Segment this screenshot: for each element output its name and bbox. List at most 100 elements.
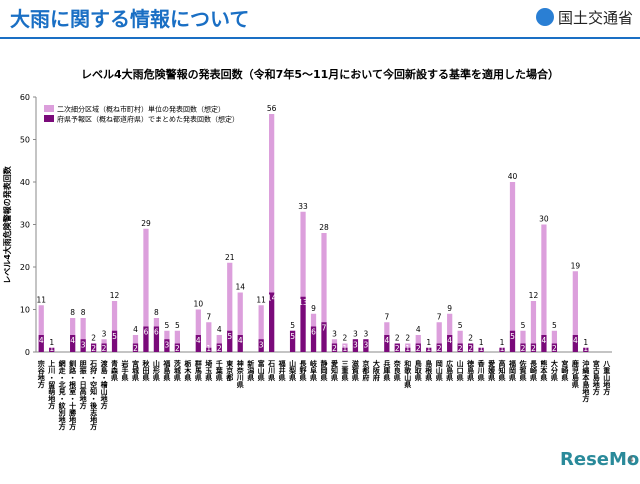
value-label-inner: 1: [206, 344, 211, 353]
x-tick-label: 宮城県: [131, 359, 139, 382]
logo-mark: [536, 8, 554, 26]
x-tick-label: 福島県: [163, 359, 172, 382]
x-tick-label: 宮古島地方: [592, 359, 600, 396]
bar-area: [541, 224, 547, 352]
bar-prefecture: [468, 343, 474, 352]
bar-prefecture: [49, 347, 55, 352]
x-tick-label: 山口県: [456, 359, 464, 382]
bar-prefecture: [352, 339, 359, 352]
bar-area: [509, 182, 516, 352]
value-label-inner: 4: [447, 336, 452, 345]
value-label-inner: 2: [468, 344, 473, 353]
y-tick-label: 40: [20, 178, 30, 187]
value-label-inner: 2: [458, 344, 463, 353]
bar-prefecture: [478, 347, 484, 352]
bar-prefecture: [541, 335, 547, 352]
bar-area: [206, 322, 212, 352]
x-tick-label: 宗谷地方: [37, 359, 46, 389]
x-tick-label: 茨城県: [173, 359, 181, 382]
bar-area: [237, 292, 243, 352]
chart-title: レベル4大雨危険警報の発表回数（令和7年5～11月において今回新設する基準を適用…: [81, 67, 559, 81]
value-label: 1: [479, 338, 484, 347]
value-label: 33: [298, 202, 308, 211]
bar-prefecture: [195, 335, 201, 352]
y-tick-label: 0: [25, 348, 30, 357]
x-tick-label: 宮崎県: [561, 359, 569, 382]
x-tick-label: 兵庫県: [383, 359, 391, 382]
x-tick-label: 岩手県: [121, 359, 130, 382]
value-label-inner: 2: [531, 344, 536, 353]
value-label: 7: [384, 312, 389, 321]
value-label: 2: [405, 334, 410, 343]
bar-prefecture: [143, 326, 149, 352]
value-label: 12: [529, 291, 539, 300]
value-label: 3: [102, 329, 107, 338]
bar-prefecture: [447, 335, 453, 352]
value-label: 3: [353, 329, 358, 338]
value-label-inner: 4: [238, 336, 243, 345]
legend-label: 二次細分区域（概ね市町村）単位の発表回数（想定）: [57, 105, 225, 114]
legend-swatch: [44, 105, 54, 112]
value-label-inner: 2: [437, 344, 442, 353]
x-tick-label: 大分県: [550, 359, 558, 382]
x-tick-label: 群馬県: [194, 359, 202, 382]
x-tick-label: 岡山県: [435, 360, 443, 382]
value-label: 7: [437, 312, 442, 321]
value-label-inner: 5: [510, 332, 515, 341]
value-label: 1: [583, 338, 588, 347]
value-label: 1: [426, 338, 431, 347]
bar-area: [269, 114, 275, 352]
value-label-inner: 6: [144, 328, 149, 337]
x-tick-label: 新潟県: [247, 359, 255, 382]
value-label: 8: [81, 308, 86, 317]
value-label-inner: 5: [227, 332, 232, 341]
x-tick-label: 栃木県: [183, 359, 192, 382]
bar-area: [572, 271, 578, 352]
x-tick-label: 岐阜県: [309, 359, 318, 382]
value-label: 29: [141, 219, 151, 228]
x-tick-label: 愛媛県: [487, 359, 496, 382]
bar-prefecture: [111, 330, 118, 352]
bar-prefecture: [70, 335, 76, 352]
x-tick-label: 三重県: [341, 360, 349, 382]
value-label-inner: 1: [426, 344, 431, 353]
bar-prefecture: [342, 347, 348, 352]
bar-prefecture: [583, 347, 589, 352]
page-title: 大雨に関する情報について: [10, 7, 249, 31]
x-tick-label: 滋賀県: [351, 359, 360, 382]
value-label: 56: [267, 104, 277, 113]
value-label: 7: [206, 312, 211, 321]
value-label: 9: [447, 304, 452, 313]
bar-prefecture: [426, 347, 432, 352]
bar-prefecture: [415, 343, 421, 352]
x-tick-label: 富山県: [257, 359, 265, 382]
value-label-inner: 14: [267, 294, 277, 303]
x-tick-label: 大阪府: [372, 359, 381, 382]
value-label: 11: [256, 295, 266, 304]
x-tick-label: 沖縄本島地方: [582, 359, 591, 403]
x-tick-label: 秋田県: [141, 359, 150, 382]
value-label: 5: [458, 321, 463, 330]
bar-prefecture: [216, 343, 222, 352]
bar-area: [258, 305, 264, 352]
bar-prefecture: [363, 339, 369, 352]
value-label-inner: 2: [332, 344, 337, 353]
value-label-inner: 5: [112, 332, 117, 341]
bar-prefecture: [530, 343, 537, 352]
bar-prefecture: [80, 339, 86, 352]
value-label-inner: 4: [70, 336, 75, 345]
value-label-inner: 2: [175, 344, 180, 353]
y-tick-label: 10: [20, 306, 30, 315]
value-label-inner: 3: [353, 340, 358, 349]
bar-prefecture: [310, 326, 317, 352]
bar-area: [520, 330, 526, 352]
value-label: 14: [235, 283, 245, 292]
page-number: 4: [628, 455, 634, 465]
bar-prefecture: [206, 347, 212, 352]
bar-area: [80, 318, 86, 352]
x-tick-label: 釧路・根室・十勝地方: [68, 359, 77, 431]
value-label: 19: [571, 261, 581, 270]
x-tick-label: 奈良県: [393, 359, 402, 382]
bar-prefecture: [394, 343, 400, 352]
value-label: 5: [521, 321, 526, 330]
